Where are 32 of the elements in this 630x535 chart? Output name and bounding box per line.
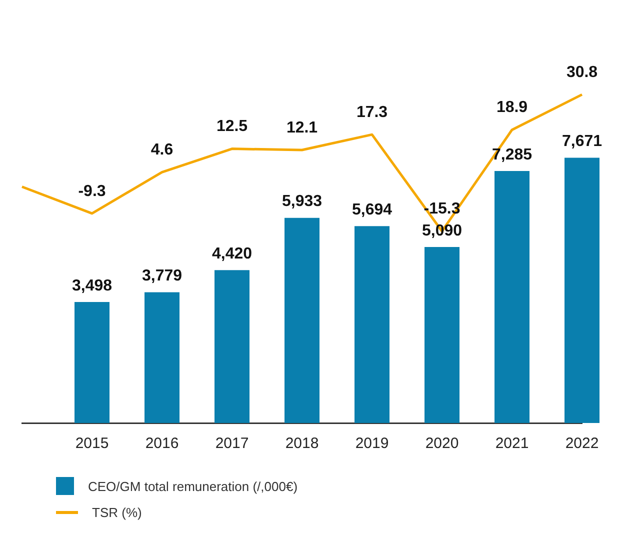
bar	[144, 292, 180, 423]
x-tick-label: 2015	[75, 435, 109, 452]
data-label: 17.3	[356, 104, 388, 121]
bar	[74, 302, 110, 423]
data-label: 30.8	[566, 64, 598, 81]
bar	[284, 218, 320, 423]
data-label: 12.1	[286, 119, 318, 136]
x-tick-label: 2019	[355, 435, 389, 452]
data-label: 12.5	[216, 118, 248, 136]
data-label: 5,694	[352, 201, 392, 218]
x-tick-label: 2018	[285, 435, 319, 452]
data-label: 7,671	[562, 133, 602, 150]
data-label: 4,420	[212, 246, 252, 263]
data-label: 4.6	[150, 142, 174, 159]
bar	[424, 246, 460, 423]
x-tick-label: 2017	[215, 435, 249, 452]
bar	[564, 158, 600, 423]
data-label: 5,090	[422, 222, 462, 240]
x-tick-label: 2021	[495, 435, 529, 452]
bar	[214, 270, 250, 423]
bar	[494, 171, 530, 423]
bar	[354, 226, 390, 423]
legend-label: TSR (%)	[92, 504, 142, 520]
data-label: 3,779	[142, 268, 182, 285]
x-tick-label: 2020	[425, 435, 459, 452]
data-label: 3,498	[72, 277, 112, 294]
data-label: -9.3	[78, 182, 106, 200]
data-label: 5,933	[282, 193, 322, 210]
x-tick-label: 2022	[565, 435, 599, 452]
legend-label: CEO/GM total remuneration (/,000€)	[88, 478, 298, 494]
data-label: 18.9	[496, 99, 528, 116]
x-tick-label: 2016	[145, 435, 179, 452]
